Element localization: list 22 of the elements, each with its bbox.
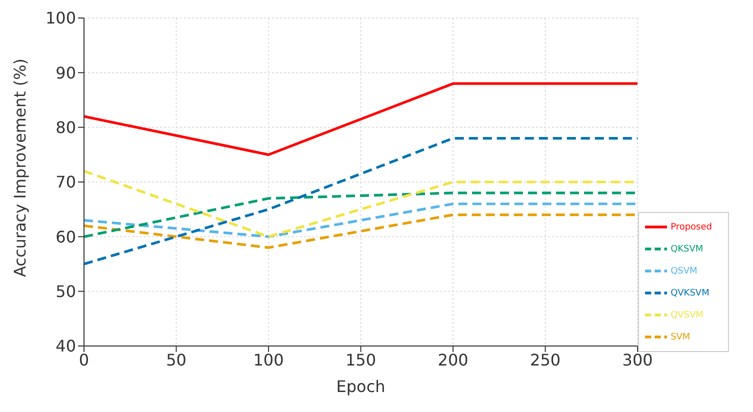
x-tick-label: 150 [346, 350, 376, 370]
y-tick-label: 60 [56, 227, 76, 246]
x-tick-label: 200 [438, 350, 468, 370]
y-tick-label: 70 [56, 172, 76, 192]
y-tick-label: 40 [56, 336, 76, 356]
legend-label: QVKSVM [670, 288, 710, 298]
x-tick-label: 50 [166, 350, 186, 370]
legend-label: Proposed [670, 222, 712, 232]
legend-label: SVM [670, 332, 690, 342]
y-tick-label: 100 [45, 8, 76, 28]
y-axis-title: Accuracy Improvement (%) [10, 58, 30, 277]
x-tick-label: 100 [253, 350, 284, 370]
x-tick-label: 300 [622, 350, 653, 370]
y-tick-label: 90 [56, 63, 76, 82]
x-tick-label: 0 [78, 350, 90, 370]
legend-label: QKSVM [670, 244, 704, 254]
x-tick-label: 250 [530, 350, 561, 370]
y-tick-label: 50 [56, 282, 76, 302]
y-tick-label: 80 [56, 118, 76, 138]
legend-label: QSVM [670, 266, 698, 276]
x-axis-title: Epoch [336, 377, 386, 396]
legend-label: QVSVM [670, 310, 704, 320]
